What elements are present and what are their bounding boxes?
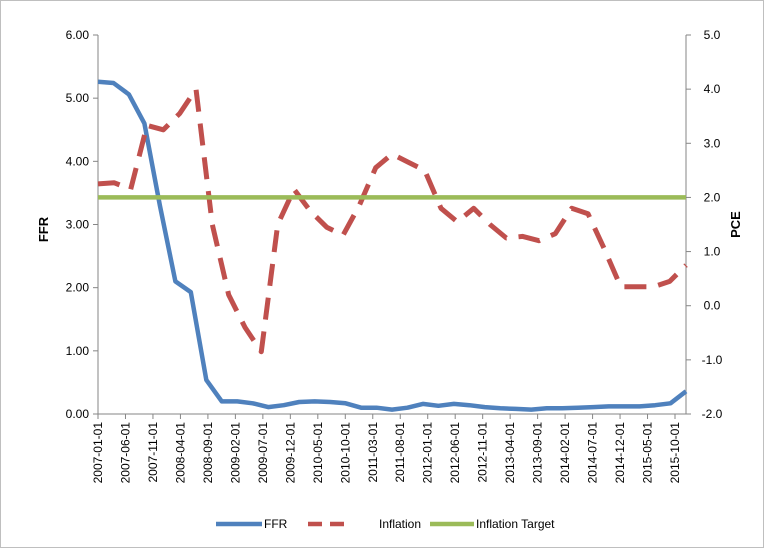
left-tick-label: 0.00 — [66, 407, 90, 421]
x-tick-label: 2009-12-01 — [283, 422, 297, 484]
left-tick-label: 6.00 — [66, 28, 90, 42]
left-tick-label: 5.00 — [66, 91, 90, 105]
x-tick-label: 2015-05-01 — [641, 422, 655, 484]
x-tick-label: 2011-08-01 — [393, 422, 407, 483]
left-tick-label: 2.00 — [66, 281, 90, 295]
x-tick-label: 2012-01-01 — [421, 422, 435, 484]
right-tick-label: 4.0 — [704, 82, 721, 96]
right-axis-title: PCE — [728, 211, 743, 238]
x-tick-label: 2014-07-01 — [586, 422, 600, 484]
x-tick-label: 2013-09-01 — [531, 422, 545, 484]
right-tick-label: 1.0 — [704, 245, 721, 259]
x-tick-label: 2014-12-01 — [613, 422, 627, 484]
x-tick-label: 2011-03-01 — [366, 422, 380, 483]
right-tick-label: -2.0 — [702, 407, 723, 421]
x-tick-label: 2012-11-01 — [476, 422, 490, 483]
axes: 0.00 1.00 2.00 3.00 4.00 5.00 6.00 -2.0 -1.0 0.0 1… — [36, 28, 743, 483]
x-tick-label: 2012-06-01 — [448, 422, 462, 484]
x-tick-label: 2009-02-01 — [228, 422, 242, 484]
right-tick-label: -1.0 — [702, 353, 723, 367]
x-tick-label: 2015-10-01 — [668, 422, 682, 484]
x-tick-label: 2013-04-01 — [503, 422, 517, 484]
x-tick-label: 2010-05-01 — [311, 422, 325, 484]
left-tick-label: 4.00 — [66, 154, 90, 168]
legend-label-ffr: FFR — [264, 517, 288, 531]
x-tick-label: 2010-10-01 — [338, 422, 352, 484]
x-tick-label: 2008-04-01 — [173, 422, 187, 484]
x-tick-label: 2007-11-01 — [146, 422, 160, 483]
x-tick-label: 2009-07-01 — [256, 422, 270, 484]
x-tick-label: 2007-01-01 — [91, 422, 105, 484]
right-tick-label: 0.0 — [704, 299, 721, 313]
left-tick-label: 1.00 — [66, 344, 90, 358]
series-line-inflation — [97, 86, 688, 355]
left-axis-title: FFR — [36, 216, 51, 242]
x-tick-label: 2008-09-01 — [201, 422, 215, 484]
legend-label-inflation-target: Inflation Target — [476, 517, 555, 531]
legend-label-inflation: Inflation — [379, 517, 421, 531]
legend: FFR Inflation Inflation Target — [216, 517, 555, 531]
x-tick-label: 2007-06-01 — [118, 422, 132, 484]
series-line-ffr — [97, 79, 688, 412]
series-layer — [97, 79, 688, 412]
x-tick-label: 2014-02-01 — [558, 422, 572, 484]
left-tick-label: 3.00 — [66, 218, 90, 232]
right-tick-label: 3.0 — [704, 136, 721, 150]
right-tick-label: 5.0 — [704, 28, 721, 42]
right-tick-label: 2.0 — [704, 190, 721, 204]
